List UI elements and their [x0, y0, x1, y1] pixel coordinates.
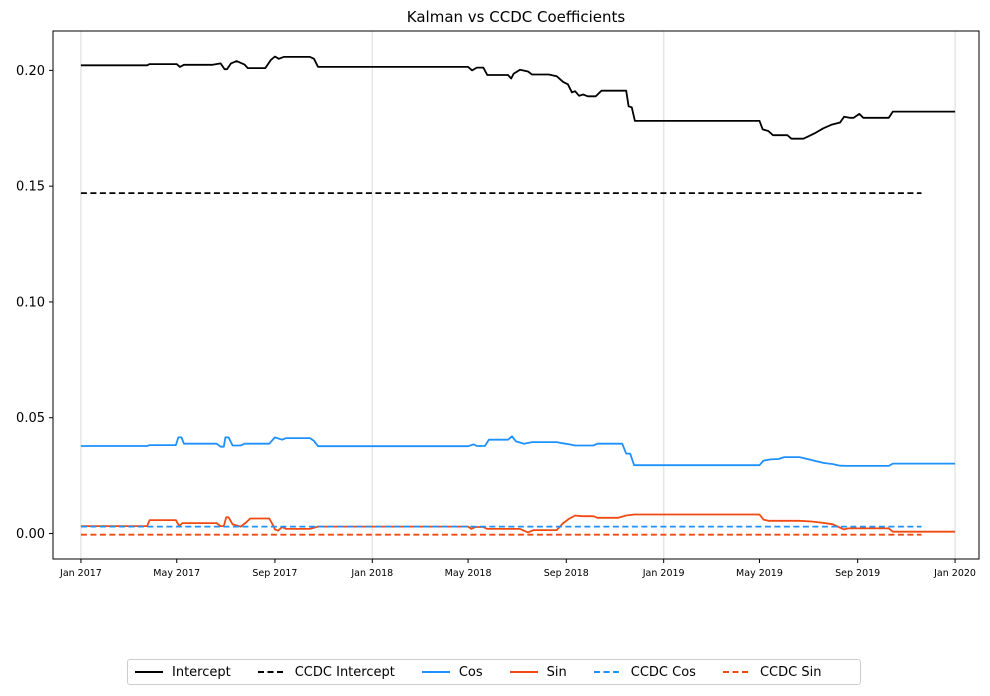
legend-label: CCDC Intercept — [294, 664, 395, 680]
x-tick-label: Sep 2018 — [544, 568, 589, 579]
legend-item: Intercept — [134, 665, 231, 680]
x-tick-label: May 2019 — [736, 568, 783, 579]
legend-swatch — [257, 671, 286, 673]
legend-item: CCDC Cos — [593, 665, 696, 680]
y-axis: 0.00 0.05 0.10 0.15 0.20 — [16, 64, 53, 542]
plot-frame — [52, 30, 980, 560]
legend: Intercept CCDC Intercept Cos Sin CCDC Cos CCD… — [127, 659, 861, 685]
chart-title: Kalman vs CCDC Coefficients — [407, 8, 626, 26]
x-tick-label: May 2017 — [153, 568, 200, 579]
legend-item: CCDC Sin — [722, 665, 821, 680]
legend-item: Cos — [421, 665, 483, 680]
legend-swatch — [421, 671, 450, 673]
x-tick-label: May 2018 — [445, 568, 492, 579]
legend-swatch — [722, 671, 751, 673]
legend-label: CCDC Sin — [759, 664, 822, 680]
legend-swatch — [135, 671, 163, 673]
series-line-cos — [80, 435, 956, 467]
y-tick-label: 0.05 — [16, 411, 45, 426]
legend-label: Sin — [546, 664, 567, 680]
x-tick-label: Sep 2019 — [835, 568, 880, 579]
legend-label: CCDC Cos — [630, 664, 696, 680]
series-line-sin — [80, 513, 956, 534]
x-tick-label: Jan 2018 — [350, 568, 393, 579]
x-axis: Jan 2017 May 2017 Sep 2017 Jan 2018 May 2018… — [59, 559, 976, 579]
y-tick-label: 0.15 — [16, 180, 45, 195]
legend-label: Cos — [458, 664, 483, 680]
x-tick-label: Jan 2017 — [59, 568, 102, 579]
grid-lines — [80, 31, 956, 559]
legend-swatch — [509, 671, 538, 673]
series-line-intercept — [80, 55, 956, 140]
legend-item: Sin — [509, 665, 567, 680]
y-tick-label: 0.10 — [16, 295, 45, 310]
y-tick-label: 0.20 — [16, 64, 45, 79]
y-tick-label: 0.00 — [16, 527, 45, 542]
legend-item: CCDC Intercept — [257, 665, 395, 680]
legend-label: Intercept — [172, 664, 231, 680]
x-tick-label: Sep 2017 — [252, 568, 297, 579]
legend-swatch — [593, 671, 622, 673]
series-lines — [80, 55, 956, 536]
x-tick-label: Jan 2020 — [933, 568, 976, 579]
x-tick-label: Jan 2019 — [642, 568, 685, 579]
